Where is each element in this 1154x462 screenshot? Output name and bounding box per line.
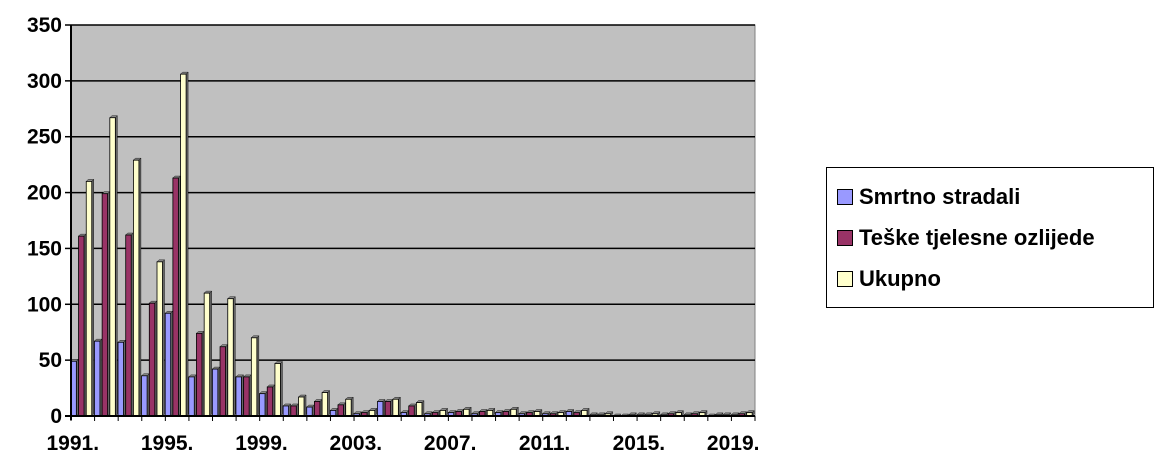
- bar-2009.-2: [510, 408, 517, 417]
- y-tick-label-250: 250: [27, 126, 62, 149]
- legend-item-smrtno-stradali: Smrtno stradali: [837, 182, 1020, 212]
- bar-1994.-0: [141, 375, 148, 417]
- bar-2002.-1: [337, 404, 344, 417]
- bar-1997.-0: [211, 368, 219, 417]
- bar-1995.-2: [180, 73, 187, 417]
- bar-1997.-2: [227, 298, 234, 417]
- bar-1995.-0: [164, 312, 172, 417]
- x-tick-label-2019.: 2019.: [707, 432, 760, 455]
- legend-item-ukupno: Ukupno: [837, 264, 941, 294]
- bar-2005.-2: [416, 402, 423, 417]
- x-tick-label-1991.: 1991.: [47, 432, 100, 455]
- bar-2005.-1: [408, 405, 415, 417]
- bar-1994.-2: [156, 261, 163, 417]
- x-tick-label-1995.: 1995.: [141, 432, 194, 455]
- bar-1996.-1: [196, 332, 203, 417]
- legend-swatch-ukupno: [837, 271, 853, 287]
- x-tick-label-2003.: 2003.: [330, 432, 383, 455]
- bar-1991.-1: [78, 235, 85, 417]
- bar-1992.-1: [101, 193, 109, 417]
- y-tick-label-150: 150: [27, 237, 62, 260]
- y-tick-label-200: 200: [27, 182, 62, 205]
- bar-1996.-0: [188, 376, 195, 417]
- x-tick-label-2011.: 2011.: [519, 432, 570, 455]
- bar-2001.-0: [306, 406, 313, 417]
- y-tick-label-300: 300: [27, 70, 62, 93]
- bar-1999.-0: [259, 393, 266, 417]
- bar-2007.-2: [463, 408, 470, 417]
- bar-1992.-0: [94, 340, 101, 417]
- bar-1996.-2: [203, 292, 211, 417]
- y-tick-label-0: 0: [50, 405, 62, 428]
- bar-1999.-1: [266, 386, 274, 417]
- bar-1994.-1: [148, 302, 156, 417]
- bar-1992.-2: [109, 117, 116, 417]
- bar-1999.-2: [274, 363, 281, 417]
- bar-1997.-1: [219, 346, 226, 417]
- legend-item-teske-tjelesne-ozlijede: Teške tjelesne ozlijede: [837, 223, 1095, 253]
- bar-1993.-2: [133, 159, 140, 417]
- bar-1998.-2: [250, 337, 258, 417]
- bar-1998.-0: [235, 376, 242, 417]
- bar-1993.-0: [117, 341, 124, 417]
- legend-label-smrtno-stradali: Smrtno stradali: [859, 184, 1021, 209]
- x-tick-label-2007.: 2007.: [424, 432, 477, 455]
- bar-2000.-0: [282, 405, 290, 417]
- bar-2000.-2: [298, 396, 305, 417]
- legend-swatch-teske-tjelesne-ozlijede: [837, 230, 853, 246]
- y-tick-label-350: 350: [27, 14, 62, 37]
- bar-1993.-1: [125, 234, 132, 417]
- y-tick-label-100: 100: [27, 293, 62, 316]
- bar-1991.-2: [85, 180, 93, 417]
- x-tick-label-2015.: 2015.: [613, 432, 666, 455]
- bar-1998.-1: [243, 376, 250, 417]
- x-tick-label-1999.: 1999.: [235, 432, 288, 455]
- bar-2004.-1: [384, 401, 392, 417]
- legend-swatch-smrtno-stradali: [837, 189, 853, 205]
- bar-2002.-2: [345, 398, 352, 417]
- legend-label-ukupno: Ukupno: [859, 266, 941, 291]
- y-tick-label-50: 50: [39, 349, 62, 372]
- bar-2004.-0: [377, 401, 384, 417]
- bar-2000.-1: [290, 405, 297, 417]
- bar-1995.-1: [172, 177, 179, 417]
- bar-2001.-2: [321, 392, 329, 417]
- bar-2001.-1: [314, 401, 321, 417]
- bar-2004.-2: [392, 398, 399, 417]
- legend-label-teske-tjelesne-ozlijede: Teške tjelesne ozlijede: [859, 225, 1095, 250]
- legend: Smrtno stradali Teške tjelesne ozlijede …: [826, 167, 1154, 308]
